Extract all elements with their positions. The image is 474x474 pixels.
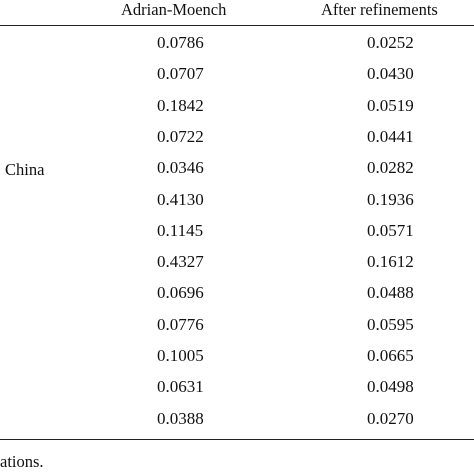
cell-after-refinements: 0.1612 [367,252,414,272]
cell-adrian-moench: 0.1005 [157,346,204,365]
cell-after-refinements: 0.0665 [367,346,414,365]
cell-adrian-moench: 0.0388 [157,408,204,428]
cell-after-refinements: 0.0252 [367,33,414,52]
cell-after-refinements: 0.0571 [367,220,414,240]
table-row: 0.0696 0.0488 [0,277,474,308]
group-label-china: China [5,160,45,179]
column-header-after-refinements: After refinements [321,0,438,19]
cell-adrian-moench: 0.1145 [157,220,204,240]
header-rule [0,25,474,26]
cell-after-refinements: 0.0519 [367,95,414,115]
table-row: 0.4130 0.1936 [0,184,474,215]
cell-after-refinements: 0.0282 [367,158,414,178]
table-row: 0.1842 0.0519 [0,90,474,121]
table-row: 0.0388 0.0270 [0,403,474,434]
cell-after-refinements: 0.1936 [367,189,414,209]
bottom-rule [0,439,474,440]
table-row: 0.1145 0.0571 [0,215,474,246]
cell-adrian-moench: 0.0786 [157,33,204,52]
column-header-adrian-moench: Adrian-Moench [121,0,227,19]
cell-after-refinements: 0.0441 [367,126,414,146]
table-row: 0.1005 0.0665 [0,340,474,371]
table-footnote: ations. [0,452,44,471]
table-row: 0.4327 0.1612 [0,246,474,277]
cell-adrian-moench: 0.0696 [157,283,204,303]
cell-adrian-moench: 0.0776 [157,314,204,334]
cell-after-refinements: 0.0430 [367,64,414,84]
cell-adrian-moench: 0.1842 [157,95,204,115]
table-row: 0.0346 0.0282 [0,152,474,183]
cell-adrian-moench: 0.0722 [157,126,204,146]
cell-after-refinements: 0.0488 [367,283,414,303]
cell-adrian-moench: 0.0631 [157,377,204,397]
cell-adrian-moench: 0.4327 [157,252,204,272]
cell-after-refinements: 0.0595 [367,314,414,334]
table-row: 0.0786 0.0252 [0,27,474,58]
cell-adrian-moench: 0.0707 [157,64,204,84]
table-row: 0.0722 0.0441 [0,121,474,152]
table-row: 0.0707 0.0430 [0,58,474,89]
cell-adrian-moench: 0.4130 [157,189,204,209]
table-row: 0.0776 0.0595 [0,309,474,340]
cell-after-refinements: 0.0270 [367,408,414,428]
cell-after-refinements: 0.0498 [367,377,414,397]
table-row: 0.0631 0.0498 [0,371,474,402]
cell-adrian-moench: 0.0346 [157,158,204,178]
